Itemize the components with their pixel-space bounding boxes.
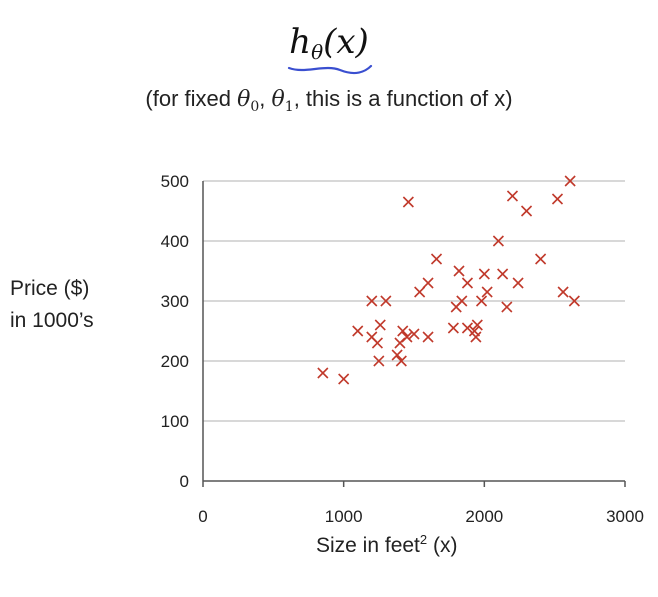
data-point-15 — [408, 328, 420, 340]
axis-layer — [202, 181, 626, 487]
data-point-30 — [478, 268, 490, 280]
data-point-29 — [475, 295, 488, 307]
data-point-40 — [557, 286, 569, 298]
x-axis-label-text: Size in feet — [316, 534, 420, 557]
y-axis-label-line1: Price ($) — [10, 277, 90, 300]
hypothesis-subscript: θ — [311, 40, 324, 64]
data-point-20 — [447, 322, 459, 334]
data-point-1 — [338, 373, 350, 385]
y-axis-label: Price ($) in 1000’s — [10, 273, 94, 337]
data-point-13 — [401, 331, 413, 343]
hypothesis-argument: (x) — [323, 22, 369, 62]
subtitle-prefix: (for fixed — [145, 86, 238, 111]
data-point-8 — [380, 295, 392, 307]
data-point-19 — [430, 253, 443, 265]
data-point-5 — [371, 337, 383, 349]
y-axis-label-line2: in 1000’s — [10, 309, 94, 332]
data-point-28 — [471, 319, 483, 331]
data-point-6 — [373, 355, 385, 367]
x-axis-label-suffix: (x) — [427, 534, 458, 557]
theta0-symbol: θ — [237, 87, 251, 112]
data-point-23 — [456, 295, 468, 307]
data-point-32 — [492, 235, 504, 247]
y-tick-label: 500 — [161, 172, 189, 191]
data-point-34 — [501, 301, 513, 313]
data-point-33 — [497, 268, 509, 280]
data-point-17 — [422, 277, 434, 289]
data-point-42 — [568, 295, 580, 307]
data-point-0 — [317, 367, 329, 379]
hypothesis-base: h — [289, 22, 312, 62]
y-tick-label: 300 — [161, 292, 189, 311]
data-point-38 — [535, 253, 547, 265]
y-tick-label: 200 — [161, 352, 189, 371]
theta1-subscript: 1 — [284, 99, 294, 115]
data-point-22 — [453, 265, 465, 277]
data-point-35 — [506, 190, 519, 202]
x-tick-label: 0 — [198, 507, 207, 526]
theta0-subscript: 0 — [250, 99, 260, 115]
x-axis-label: Size in feet2 (x) — [316, 532, 457, 558]
point-layer — [317, 175, 580, 385]
data-point-2 — [352, 325, 364, 337]
data-point-37 — [520, 205, 533, 217]
tick-layer: 0 100 200 300 400 500 0 1000 2000 3000 — [161, 172, 644, 526]
x-axis-label-superscript: 2 — [419, 532, 428, 547]
data-point-31 — [481, 286, 493, 298]
data-point-39 — [551, 193, 564, 205]
data-point-24 — [461, 322, 474, 334]
data-point-41 — [564, 175, 576, 187]
data-point-12 — [397, 325, 409, 337]
data-point-14 — [402, 196, 414, 208]
data-point-36 — [512, 277, 524, 289]
data-point-9 — [391, 349, 403, 361]
x-tick-label: 2000 — [465, 507, 503, 526]
y-tick-label: 100 — [161, 412, 189, 431]
handwritten-underline-icon — [287, 64, 373, 75]
grid-layer — [203, 180, 625, 422]
x-tick-label: 3000 — [606, 507, 644, 526]
data-point-16 — [414, 286, 426, 298]
hypothesis-title: hθ(x) — [0, 22, 658, 64]
y-tick-label: 400 — [161, 232, 189, 251]
data-point-27 — [470, 331, 482, 343]
subtitle: (for fixed θ0, θ1, this is a function of… — [0, 86, 658, 115]
data-point-11 — [395, 355, 407, 367]
subtitle-separator: , — [259, 86, 272, 111]
data-point-3 — [366, 295, 378, 307]
data-point-18 — [422, 331, 434, 343]
subtitle-suffix: , this is a function of x) — [293, 86, 513, 111]
data-point-25 — [461, 277, 474, 289]
y-tick-label: 0 — [180, 472, 189, 491]
x-tick-label: 1000 — [325, 507, 363, 526]
theta1-symbol: θ — [271, 87, 285, 112]
data-point-7 — [374, 319, 386, 331]
